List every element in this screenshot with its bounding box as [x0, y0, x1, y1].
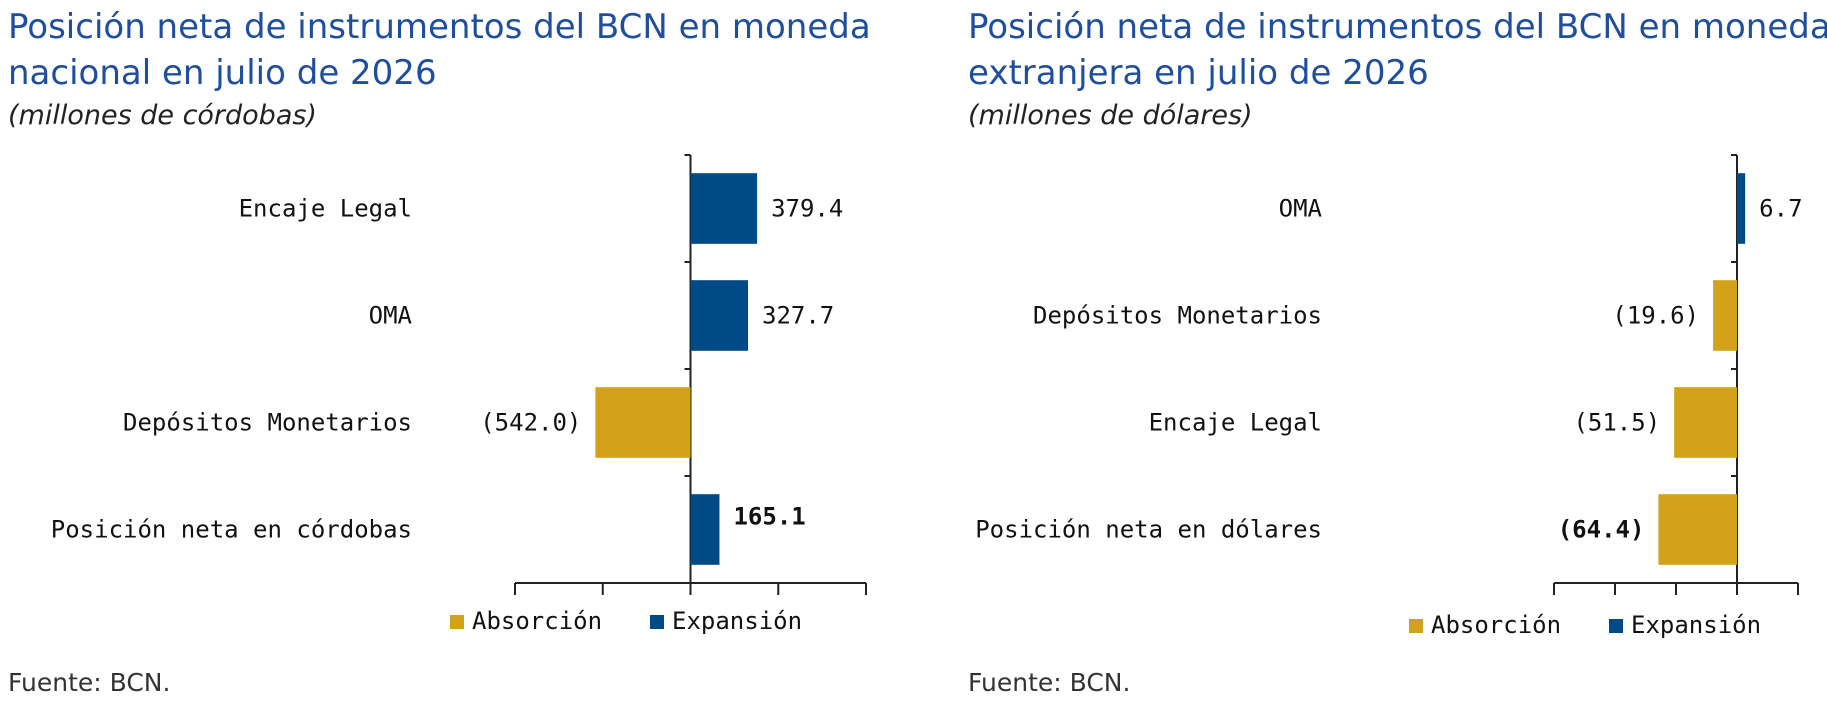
- chart-subtitle: (millones de córdobas): [8, 100, 317, 131]
- data-label: (64.4): [1558, 516, 1645, 544]
- legend: Absorción Expansión: [450, 607, 802, 635]
- legend: Absorción Expansión: [1409, 611, 1761, 639]
- bar: [1737, 173, 1746, 244]
- legend-label: Expansión: [672, 607, 802, 635]
- data-label: 327.7: [762, 302, 834, 330]
- data-label: 379.4: [771, 195, 843, 223]
- category-label: Posición neta en córdobas: [51, 516, 412, 544]
- bar: [595, 387, 691, 458]
- source-note: Fuente: BCN.: [8, 668, 171, 697]
- legend-label: Expansión: [1631, 611, 1761, 639]
- legend-label: Absorción: [472, 607, 602, 635]
- bar-chart-cordobas: Encaje Legal 379.4 OMA 327.7 Depósitos Monet…: [51, 154, 867, 635]
- category-label: Encaje Legal: [239, 195, 412, 223]
- legend-swatch: [1409, 619, 1423, 633]
- legend-swatch: [650, 615, 664, 629]
- bar: [1674, 387, 1737, 458]
- chart-title: Posición neta de instrumentos del BCN en…: [8, 7, 871, 93]
- chart-panel-cordobas: Posición neta de instrumentos del BCN en…: [8, 7, 871, 697]
- data-label: 6.7: [1759, 195, 1802, 223]
- category-label: Posición neta en dólares: [975, 516, 1322, 544]
- category-label: Depósitos Monetarios: [123, 409, 412, 437]
- category-label: OMA: [1279, 195, 1323, 223]
- category-label: OMA: [369, 302, 413, 330]
- source-note: Fuente: BCN.: [968, 668, 1131, 697]
- x-axis: [1553, 582, 1799, 595]
- legend-label: Absorción: [1431, 611, 1561, 639]
- zero-axis: [684, 154, 692, 584]
- category-label: Encaje Legal: [1149, 409, 1322, 437]
- bar: [690, 173, 758, 244]
- bar-chart-dolares: OMA 6.7 Depósitos Monetarios (19.6) Encaje L…: [975, 154, 1803, 639]
- x-axis: [514, 582, 867, 595]
- data-label: 165.1: [733, 503, 805, 531]
- legend-swatch: [1609, 619, 1623, 633]
- bar: [1713, 280, 1737, 351]
- bar: [690, 494, 720, 565]
- chart-panel-dolares: Posición neta de instrumentos del BCN en…: [960, 0, 1827, 709]
- data-label: (542.0): [480, 409, 581, 437]
- chart-subtitle: (millones de dólares): [968, 100, 1253, 131]
- category-label: Depósitos Monetarios: [1033, 302, 1322, 330]
- bar: [1658, 494, 1737, 565]
- bar: [690, 280, 749, 351]
- chart-title: Posición neta de instrumentos del BCN en…: [968, 7, 1827, 93]
- data-label: (19.6): [1612, 302, 1699, 330]
- legend-swatch: [450, 615, 464, 629]
- data-label: (51.5): [1573, 409, 1660, 437]
